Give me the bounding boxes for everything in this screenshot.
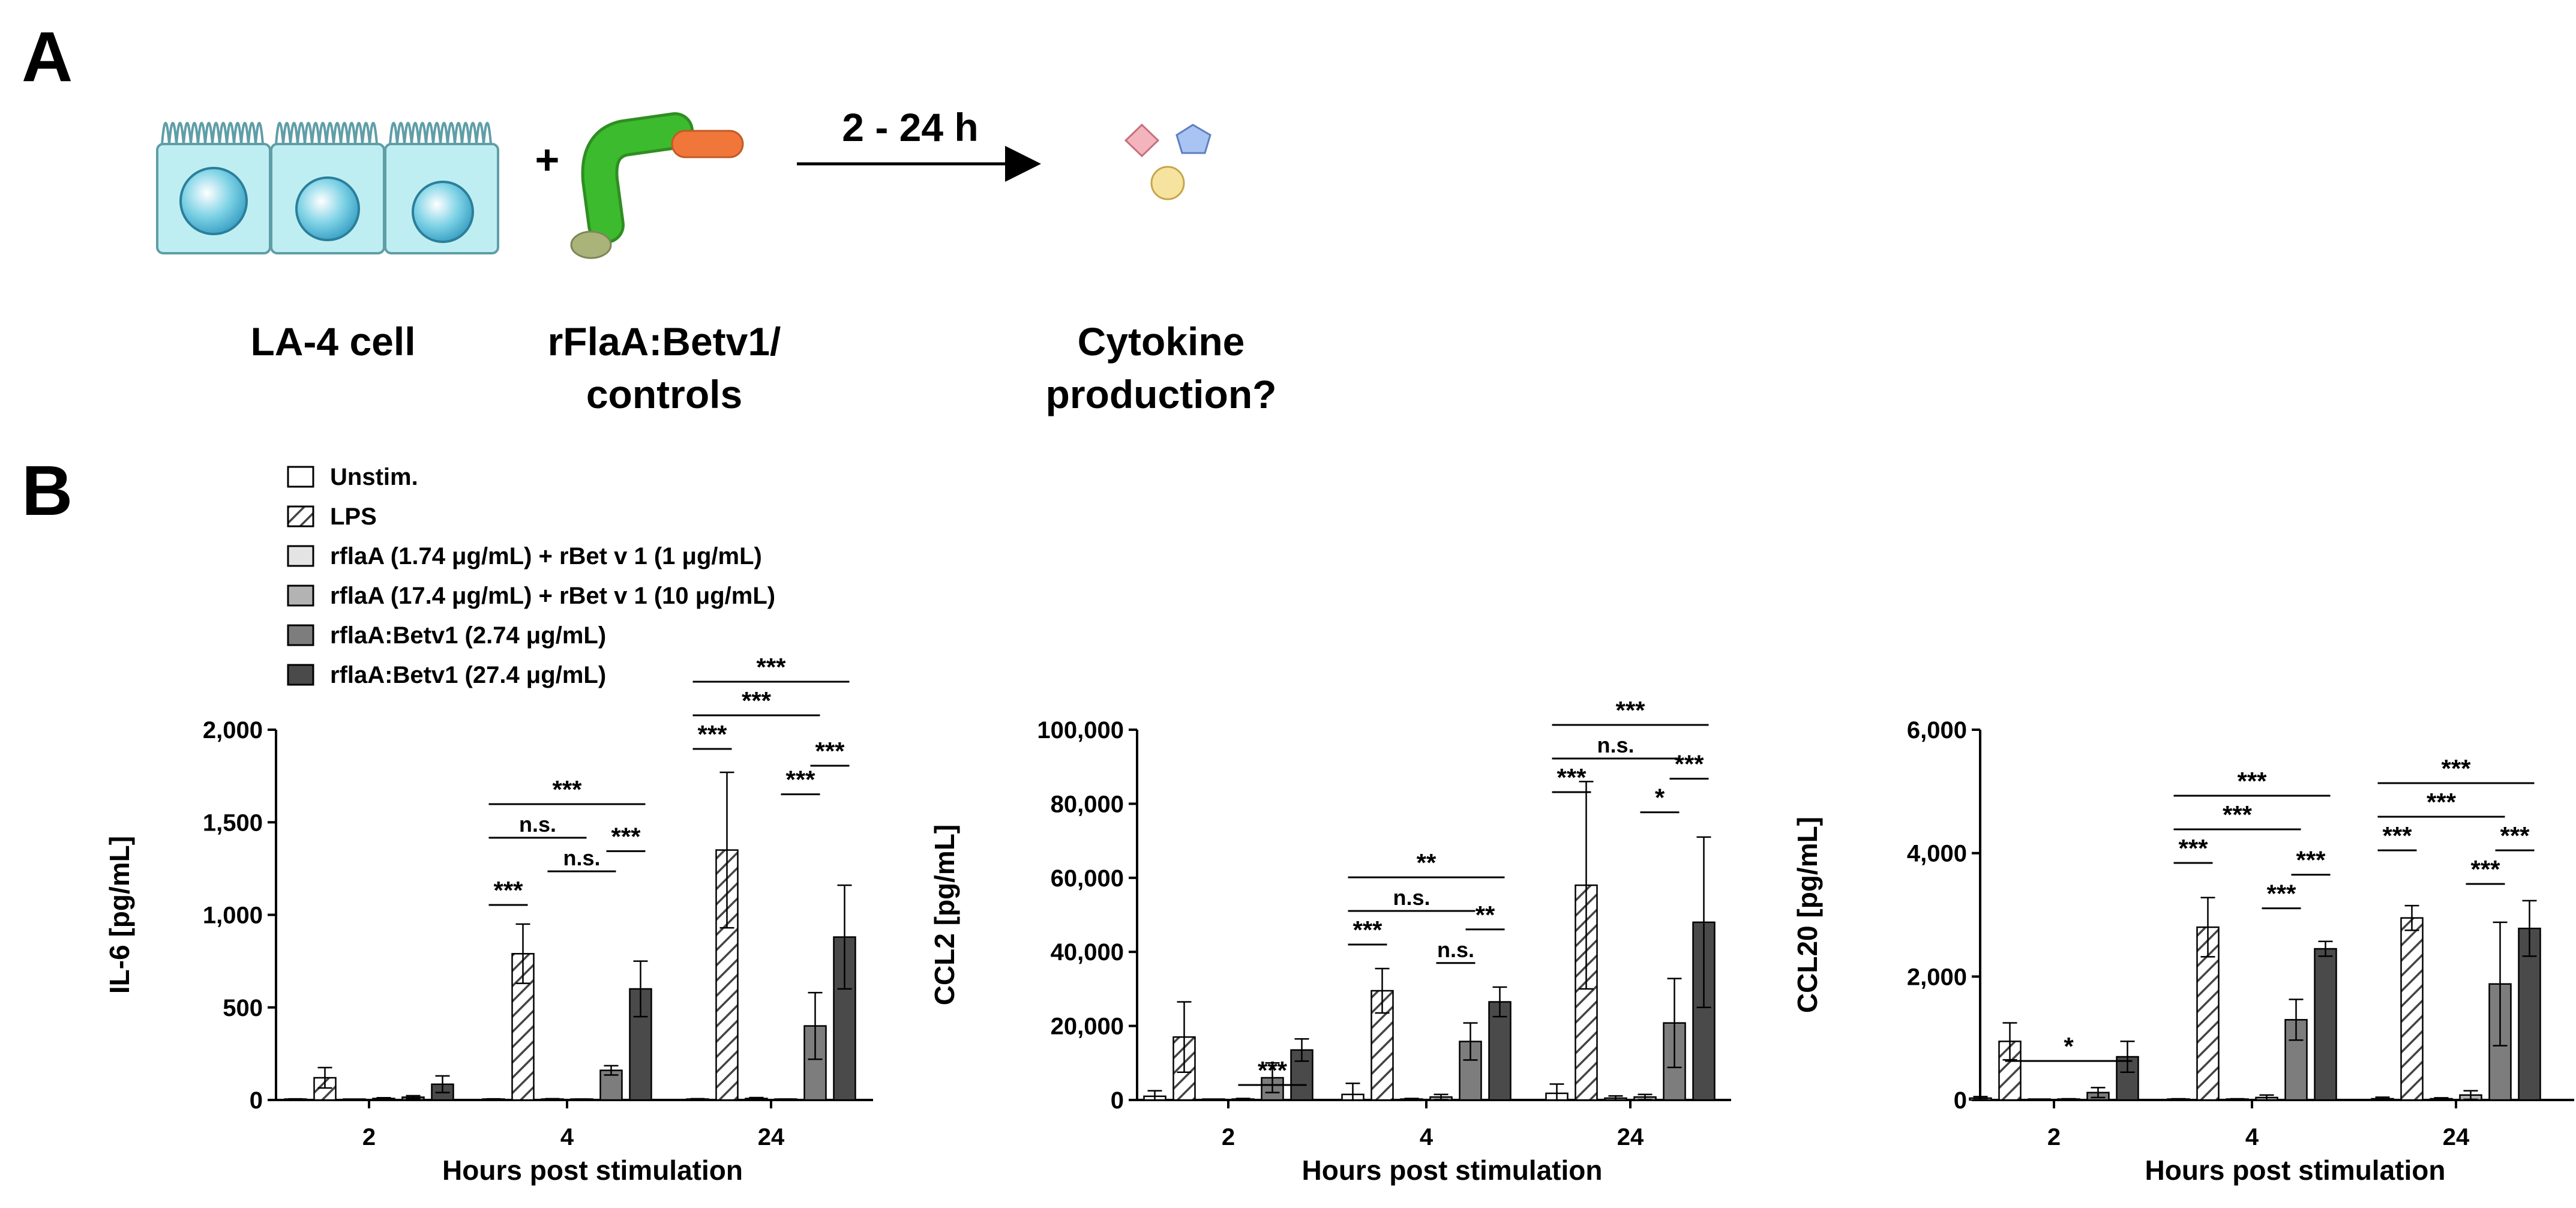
- y-axis-label: CCL2 [pg/mL]: [929, 825, 960, 1006]
- bar: [2400, 917, 2424, 1101]
- y-tick-label: 4,000: [1907, 841, 1967, 867]
- legend-swatch: [287, 624, 314, 646]
- y-tick-label: 2,000: [1907, 964, 1967, 990]
- legend-swatch: [287, 545, 314, 567]
- chart-il6: 0 500 1,000 1,500 2,000 IL-6 [pg/mL] Hours pos…: [104, 653, 873, 1186]
- significance-label: ***: [2500, 822, 2530, 850]
- x-tick-label: 4: [2245, 1124, 2259, 1150]
- significance-label: ***: [611, 822, 641, 850]
- significance-label: ***: [1258, 1056, 1288, 1084]
- bar: [1488, 1001, 1512, 1101]
- la4-cell-illustration: [156, 122, 499, 254]
- significance-label: ***: [2266, 880, 2296, 908]
- result-label-line2: production?: [1046, 372, 1277, 416]
- x-tick-label: 24: [1617, 1124, 1644, 1150]
- protein-label-line1: rFlaA:Betv1/: [548, 319, 781, 364]
- y-tick-label: 2,000: [203, 717, 263, 744]
- significance-label: ***: [2382, 822, 2412, 850]
- significance-label: n.s.: [1437, 937, 1474, 962]
- significance-label: ***: [2178, 834, 2208, 862]
- significance-label: ***: [2223, 801, 2253, 829]
- significance-label: ***: [2427, 788, 2457, 816]
- plus-sign: +: [535, 136, 560, 183]
- protein-label-line2: controls: [586, 372, 742, 416]
- legend-label: Unstim.: [330, 464, 418, 490]
- arrow-time-label: 2 - 24 h: [842, 105, 978, 149]
- y-tick-label: 60,000: [1051, 865, 1124, 892]
- significance-label: ***: [1674, 750, 1704, 778]
- significance-label: ***: [697, 720, 727, 748]
- significance-label: ***: [493, 876, 523, 904]
- significance-label: ***: [2237, 767, 2267, 795]
- y-tick-label: 1,500: [203, 810, 263, 836]
- bar: [2284, 1019, 2308, 1101]
- legend-swatch: [287, 466, 314, 488]
- result-label-line1: Cytokine: [1078, 319, 1245, 364]
- significance-label: n.s.: [1393, 885, 1430, 910]
- legend-swatch: [287, 664, 314, 686]
- panel-b-label: B: [22, 451, 73, 530]
- panel-a: A LA-4 cell + rFlaA:Betv1/ controls 2 - …: [22, 17, 1276, 416]
- panel-a-label: A: [22, 17, 73, 97]
- legend-label: rflaA:Betv1 (27.4 μg/mL): [330, 662, 606, 688]
- significance-label: ***: [1557, 763, 1587, 792]
- x-tick-label: 24: [758, 1124, 785, 1150]
- rflaa-betv1-protein-illustration: [570, 112, 744, 259]
- y-tick-label: 1,000: [203, 903, 263, 929]
- x-tick-label: 24: [2443, 1124, 2470, 1150]
- legend-swatch: [287, 505, 314, 527]
- significance-label: **: [1417, 849, 1437, 877]
- x-tick-label: 4: [560, 1124, 574, 1150]
- chart-ccl20: 0 2,000 4,000 6,000 CCL20 [pg/mL] Hours post …: [1792, 717, 2574, 1186]
- panel-b: B Unstim. LPS rflaA (1.74 μg/mL) + rBet v …: [22, 451, 2574, 1186]
- y-tick-label: 0: [1954, 1087, 1967, 1114]
- significance-label: **: [1476, 901, 1495, 929]
- x-axis-label: Hours post stimulation: [1302, 1155, 1603, 1186]
- legend-swatch: [287, 584, 314, 607]
- significance-label: ***: [815, 737, 845, 765]
- y-tick-label: 6,000: [1907, 717, 1967, 744]
- y-axis-label: IL-6 [pg/mL]: [104, 836, 135, 994]
- x-tick-label: 2: [1222, 1124, 1235, 1150]
- legend-label: rflaA (17.4 μg/mL) + rBet v 1 (10 μg/mL): [330, 583, 775, 609]
- significance-label: ***: [785, 766, 815, 794]
- significance-label: ***: [2296, 846, 2326, 874]
- x-axis-label: Hours post stimulation: [442, 1155, 743, 1186]
- legend-label: rflaA (1.74 μg/mL) + rBet v 1 (1 μg/mL): [330, 543, 762, 569]
- significance-label: ***: [552, 775, 582, 804]
- y-tick-label: 0: [1111, 1087, 1124, 1114]
- y-axis-label: CCL20 [pg/mL]: [1792, 817, 1823, 1013]
- significance-label: ***: [1615, 696, 1645, 724]
- y-tick-label: 80,000: [1051, 791, 1124, 817]
- significance-label: *: [1655, 784, 1665, 812]
- x-tick-label: 2: [362, 1124, 376, 1150]
- x-tick-label: 2: [2047, 1124, 2061, 1150]
- y-tick-label: 0: [250, 1087, 263, 1114]
- significance-label: n.s.: [563, 846, 600, 870]
- significance-label: ***: [756, 653, 786, 681]
- x-axis-label: Hours post stimulation: [2145, 1155, 2446, 1186]
- significance-label: ***: [742, 687, 772, 715]
- x-tick-label: 4: [1420, 1124, 1434, 1150]
- bar: [2314, 948, 2337, 1101]
- significance-label: ***: [1353, 916, 1383, 944]
- chart-ccl2: 0 20,000 40,000 60,000 80,000 100,000 CCL2 [pg…: [929, 696, 1731, 1186]
- significance-label: n.s.: [519, 812, 556, 837]
- significance-label: *: [2064, 1032, 2074, 1060]
- cell-label: LA-4 cell: [250, 319, 415, 364]
- y-tick-label: 20,000: [1051, 1014, 1124, 1040]
- y-tick-label: 500: [223, 995, 263, 1021]
- legend: Unstim. LPS rflaA (1.74 μg/mL) + rBet v 1 …: [287, 464, 775, 688]
- legend-label: rflaA:Betv1 (2.74 μg/mL): [330, 622, 606, 649]
- significance-label: ***: [2441, 754, 2471, 783]
- significance-label: ***: [2470, 855, 2500, 883]
- y-tick-label: 40,000: [1051, 939, 1124, 966]
- significance-label: n.s.: [1597, 733, 1634, 757]
- y-tick-label: 100,000: [1037, 717, 1124, 744]
- cytokine-illustration: [1124, 123, 1211, 200]
- legend-label: LPS: [330, 503, 377, 530]
